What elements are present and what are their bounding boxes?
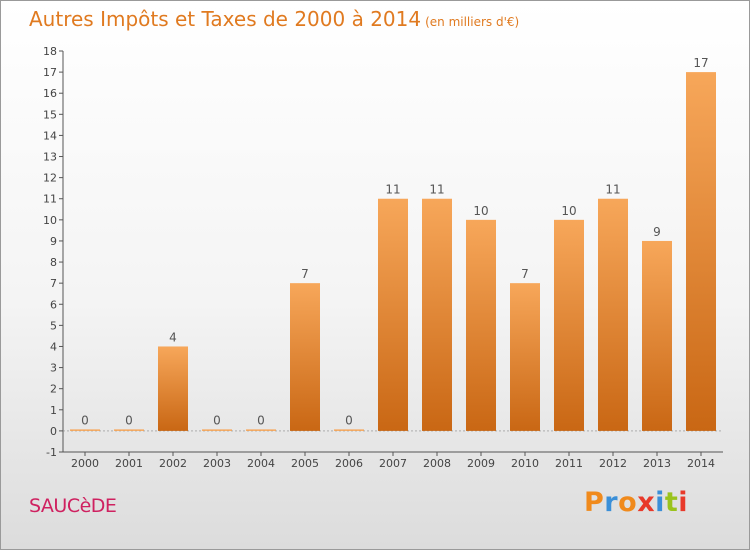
y-tick-label: 5	[50, 319, 57, 332]
bar-2001	[114, 429, 144, 431]
bar-2000	[70, 429, 100, 431]
y-tick-label: 4	[50, 340, 57, 353]
x-tick-label-2008: 2008	[423, 457, 451, 470]
bar-2008	[422, 198, 452, 431]
y-tick-label: 12	[43, 172, 57, 185]
y-tick-label: -1	[46, 446, 57, 459]
value-label-2014: 17	[693, 56, 708, 70]
y-tick-label: 3	[50, 362, 57, 375]
value-label-2000: 0	[81, 413, 89, 427]
x-tick-label-2007: 2007	[379, 457, 407, 470]
y-tick-label: 2	[50, 383, 57, 396]
x-tick-label-2012: 2012	[599, 457, 627, 470]
bar-2006	[334, 429, 364, 431]
x-tick-label-2014: 2014	[687, 457, 715, 470]
logo-letter: t	[664, 487, 679, 518]
x-tick-label-2009: 2009	[467, 457, 495, 470]
proxiti-logo[interactable]: Proxiti	[584, 487, 688, 518]
x-tick-label-2005: 2005	[291, 457, 319, 470]
value-label-2013: 9	[653, 225, 661, 239]
value-label-2007: 11	[385, 183, 400, 197]
bar-2007	[378, 198, 408, 431]
bar-2004	[246, 429, 276, 431]
logo-letter: r	[604, 487, 619, 518]
chart-unit: (en milliers d'€)	[425, 15, 520, 29]
bar-2013	[642, 240, 672, 431]
x-tick-label-2001: 2001	[115, 457, 143, 470]
x-tick-label-2006: 2006	[335, 457, 363, 470]
location-label: SAUCèDE	[29, 495, 117, 517]
value-label-2011: 10	[561, 204, 576, 218]
y-tick-label: 17	[43, 66, 57, 79]
value-label-2004: 0	[257, 413, 265, 427]
bar-2002	[158, 346, 188, 431]
y-tick-label: 9	[50, 235, 57, 248]
y-tick-label: 14	[43, 129, 57, 142]
x-tick-label-2013: 2013	[643, 457, 671, 470]
x-tick-label-2004: 2004	[247, 457, 275, 470]
value-label-2003: 0	[213, 413, 221, 427]
value-label-2010: 7	[521, 267, 529, 281]
x-tick-label-2003: 2003	[203, 457, 231, 470]
logo-letter: o	[618, 487, 638, 518]
logo-letter: P	[584, 487, 605, 518]
bar-2005	[290, 283, 320, 431]
value-label-2008: 11	[429, 183, 444, 197]
bars	[70, 72, 716, 431]
bar-2011	[554, 219, 584, 431]
value-label-2005: 7	[301, 267, 309, 281]
y-tick-label: 13	[43, 151, 57, 164]
y-tick-label: 0	[50, 425, 57, 438]
y-tick-label: 7	[50, 277, 57, 290]
x-tick-label-2011: 2011	[555, 457, 583, 470]
y-tick-label: 6	[50, 298, 57, 311]
y-tick-label: 10	[43, 214, 57, 227]
value-label-2002: 4	[169, 330, 177, 344]
y-tick-label: 1	[50, 404, 57, 417]
x-axis-labels: 2000 2001 2002 2003 2004 2005 2006 2007 2008 2009…	[71, 452, 715, 470]
bar-2009	[466, 219, 496, 431]
logo-letter: i	[655, 487, 665, 518]
value-label-2009: 10	[473, 204, 488, 218]
bar-2012	[598, 198, 628, 431]
value-label-2006: 0	[345, 413, 353, 427]
y-tick-label: 11	[43, 193, 57, 206]
bar-2010	[510, 283, 540, 431]
value-label-2012: 11	[605, 183, 620, 197]
data-labels: 0 0 4 0 0 7 0 11 11 10 7 10 11 9 17	[81, 56, 708, 427]
x-tick-label-2010: 2010	[511, 457, 539, 470]
chart-title: Autres Impôts et Taxes de 2000 à 2014 (en…	[29, 7, 519, 31]
x-tick-label-2002: 2002	[159, 457, 187, 470]
bar-2014	[686, 72, 716, 431]
x-tick-label-2000: 2000	[71, 457, 99, 470]
y-tick-label: 15	[43, 108, 57, 121]
chart-title-text: Autres Impôts et Taxes de 2000 à 2014	[29, 7, 422, 31]
logo-letter: x	[637, 487, 656, 518]
logo-letter: i	[678, 487, 689, 518]
value-label-2001: 0	[125, 413, 133, 427]
y-tick-label: 18	[43, 45, 57, 58]
y-tick-label: 16	[43, 87, 57, 100]
y-tick-label: 8	[50, 256, 57, 269]
bar-2003	[202, 429, 232, 431]
